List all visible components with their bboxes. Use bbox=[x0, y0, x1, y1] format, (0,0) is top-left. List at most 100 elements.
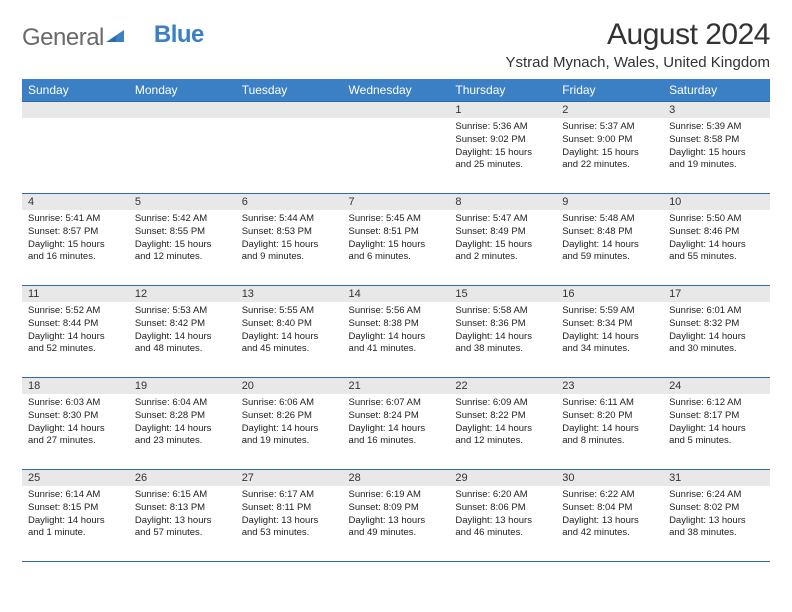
day-line: Daylight: 13 hours bbox=[242, 515, 337, 528]
day-line: Daylight: 14 hours bbox=[669, 331, 764, 344]
day-cell bbox=[22, 102, 129, 194]
day-line: Daylight: 14 hours bbox=[135, 331, 230, 344]
day-cell: 17Sunrise: 6:01 AMSunset: 8:32 PMDayligh… bbox=[663, 286, 770, 378]
day-line: Sunset: 8:38 PM bbox=[349, 318, 444, 331]
day-line: Sunset: 8:04 PM bbox=[562, 502, 657, 515]
day-line: Sunrise: 5:37 AM bbox=[562, 121, 657, 134]
day-content: Sunrise: 5:39 AMSunset: 8:58 PMDaylight:… bbox=[663, 118, 770, 176]
day-line: Sunrise: 6:20 AM bbox=[455, 489, 550, 502]
day-line: Sunset: 8:17 PM bbox=[669, 410, 764, 423]
day-line: Daylight: 15 hours bbox=[28, 239, 123, 252]
day-line: Sunset: 8:28 PM bbox=[135, 410, 230, 423]
day-line: Sunrise: 6:11 AM bbox=[562, 397, 657, 410]
day-number: 30 bbox=[556, 470, 663, 486]
day-line: Sunset: 8:51 PM bbox=[349, 226, 444, 239]
day-line: Sunrise: 5:47 AM bbox=[455, 213, 550, 226]
day-cell bbox=[129, 102, 236, 194]
day-line: Sunrise: 5:41 AM bbox=[28, 213, 123, 226]
week-row: 11Sunrise: 5:52 AMSunset: 8:44 PMDayligh… bbox=[22, 286, 770, 378]
day-number: 8 bbox=[449, 194, 556, 210]
day-content: Sunrise: 6:12 AMSunset: 8:17 PMDaylight:… bbox=[663, 394, 770, 452]
day-content: Sunrise: 5:48 AMSunset: 8:48 PMDaylight:… bbox=[556, 210, 663, 268]
day-header: Monday bbox=[129, 79, 236, 102]
day-number: 6 bbox=[236, 194, 343, 210]
day-line: Daylight: 14 hours bbox=[242, 423, 337, 436]
day-line: and 52 minutes. bbox=[28, 343, 123, 356]
day-line: and 27 minutes. bbox=[28, 435, 123, 448]
day-header: Tuesday bbox=[236, 79, 343, 102]
day-cell: 18Sunrise: 6:03 AMSunset: 8:30 PMDayligh… bbox=[22, 378, 129, 470]
day-line: and 12 minutes. bbox=[455, 435, 550, 448]
day-number: 9 bbox=[556, 194, 663, 210]
day-cell bbox=[236, 102, 343, 194]
day-number bbox=[343, 102, 450, 118]
header: General Blue August 2024 Ystrad Mynach, … bbox=[22, 18, 770, 71]
day-line: Daylight: 15 hours bbox=[349, 239, 444, 252]
day-line: Sunrise: 5:56 AM bbox=[349, 305, 444, 318]
day-line: and 16 minutes. bbox=[28, 251, 123, 264]
day-line: and 19 minutes. bbox=[242, 435, 337, 448]
day-line: Daylight: 14 hours bbox=[669, 423, 764, 436]
day-line: Daylight: 14 hours bbox=[28, 331, 123, 344]
day-line: Daylight: 14 hours bbox=[669, 239, 764, 252]
day-line: Daylight: 14 hours bbox=[28, 515, 123, 528]
day-cell: 20Sunrise: 6:06 AMSunset: 8:26 PMDayligh… bbox=[236, 378, 343, 470]
day-line: and 57 minutes. bbox=[135, 527, 230, 540]
day-content: Sunrise: 5:50 AMSunset: 8:46 PMDaylight:… bbox=[663, 210, 770, 268]
day-cell: 26Sunrise: 6:15 AMSunset: 8:13 PMDayligh… bbox=[129, 470, 236, 562]
day-cell: 7Sunrise: 5:45 AMSunset: 8:51 PMDaylight… bbox=[343, 194, 450, 286]
day-line: and 49 minutes. bbox=[349, 527, 444, 540]
day-line: Daylight: 14 hours bbox=[349, 331, 444, 344]
day-line: and 38 minutes. bbox=[455, 343, 550, 356]
day-line: Daylight: 15 hours bbox=[669, 147, 764, 160]
day-content: Sunrise: 6:14 AMSunset: 8:15 PMDaylight:… bbox=[22, 486, 129, 544]
day-line: and 55 minutes. bbox=[669, 251, 764, 264]
day-line: Sunset: 8:09 PM bbox=[349, 502, 444, 515]
day-number: 25 bbox=[22, 470, 129, 486]
day-line: Sunset: 8:32 PM bbox=[669, 318, 764, 331]
day-line: Sunrise: 5:48 AM bbox=[562, 213, 657, 226]
day-number bbox=[22, 102, 129, 118]
day-line: and 16 minutes. bbox=[349, 435, 444, 448]
day-line: Sunset: 8:34 PM bbox=[562, 318, 657, 331]
day-line: and 12 minutes. bbox=[135, 251, 230, 264]
day-number: 12 bbox=[129, 286, 236, 302]
day-content: Sunrise: 6:11 AMSunset: 8:20 PMDaylight:… bbox=[556, 394, 663, 452]
logo-text-blue: Blue bbox=[154, 21, 204, 49]
day-line: Daylight: 13 hours bbox=[455, 515, 550, 528]
day-line: Sunrise: 5:59 AM bbox=[562, 305, 657, 318]
day-line: Sunset: 8:58 PM bbox=[669, 134, 764, 147]
day-line: Daylight: 15 hours bbox=[242, 239, 337, 252]
day-number: 11 bbox=[22, 286, 129, 302]
day-line: Sunset: 8:49 PM bbox=[455, 226, 550, 239]
day-content: Sunrise: 6:01 AMSunset: 8:32 PMDaylight:… bbox=[663, 302, 770, 360]
day-line: Daylight: 13 hours bbox=[349, 515, 444, 528]
day-line: and 46 minutes. bbox=[455, 527, 550, 540]
day-number: 16 bbox=[556, 286, 663, 302]
day-line: and 38 minutes. bbox=[669, 527, 764, 540]
day-cell: 14Sunrise: 5:56 AMSunset: 8:38 PMDayligh… bbox=[343, 286, 450, 378]
day-cell: 22Sunrise: 6:09 AMSunset: 8:22 PMDayligh… bbox=[449, 378, 556, 470]
day-cell: 12Sunrise: 5:53 AMSunset: 8:42 PMDayligh… bbox=[129, 286, 236, 378]
day-number: 28 bbox=[343, 470, 450, 486]
day-content: Sunrise: 5:52 AMSunset: 8:44 PMDaylight:… bbox=[22, 302, 129, 360]
day-content: Sunrise: 6:15 AMSunset: 8:13 PMDaylight:… bbox=[129, 486, 236, 544]
logo: General Blue bbox=[22, 24, 204, 52]
day-number: 15 bbox=[449, 286, 556, 302]
day-number bbox=[129, 102, 236, 118]
day-line: and 59 minutes. bbox=[562, 251, 657, 264]
day-line: Sunrise: 6:09 AM bbox=[455, 397, 550, 410]
day-line: Sunset: 8:36 PM bbox=[455, 318, 550, 331]
day-line: Sunrise: 5:53 AM bbox=[135, 305, 230, 318]
location-text: Ystrad Mynach, Wales, United Kingdom bbox=[505, 54, 770, 71]
day-line: Daylight: 14 hours bbox=[562, 331, 657, 344]
day-cell bbox=[343, 102, 450, 194]
day-number: 31 bbox=[663, 470, 770, 486]
day-cell: 13Sunrise: 5:55 AMSunset: 8:40 PMDayligh… bbox=[236, 286, 343, 378]
day-line: Sunrise: 5:39 AM bbox=[669, 121, 764, 134]
day-number: 19 bbox=[129, 378, 236, 394]
day-line: and 41 minutes. bbox=[349, 343, 444, 356]
day-line: Sunrise: 6:19 AM bbox=[349, 489, 444, 502]
day-line: Sunset: 8:53 PM bbox=[242, 226, 337, 239]
day-line: and 53 minutes. bbox=[242, 527, 337, 540]
